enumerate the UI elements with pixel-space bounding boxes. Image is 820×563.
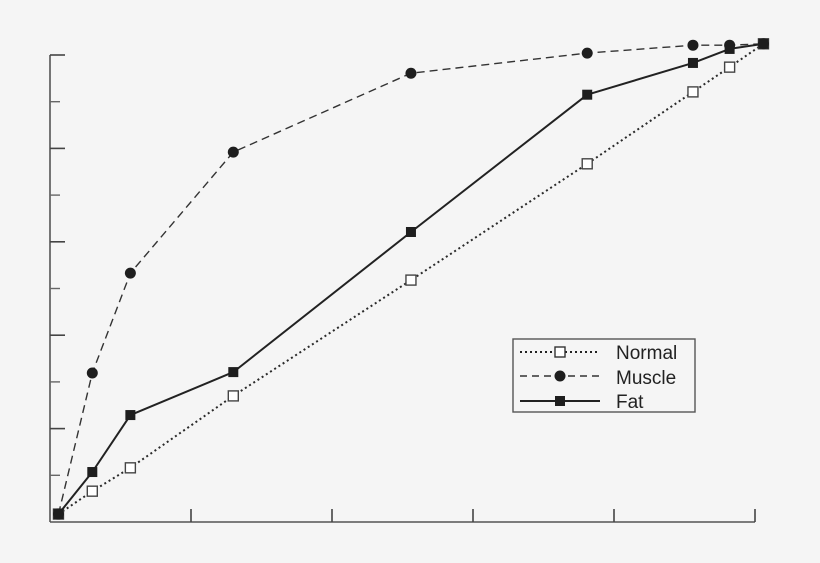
circle-marker-icon <box>86 367 98 379</box>
open-square-marker-icon <box>86 485 99 497</box>
filled-square-marker-icon <box>53 509 64 520</box>
open-square-marker-icon <box>687 86 699 98</box>
filled-square-marker-icon <box>87 467 98 478</box>
filled-square-marker-icon <box>125 410 136 421</box>
filled-square-marker-icon <box>582 89 593 100</box>
legend-muscle-marker-icon <box>554 370 566 382</box>
filled-square-marker-icon <box>758 38 769 49</box>
legend-fat-marker-icon <box>555 396 565 406</box>
legend-normal-label: Normal <box>616 343 677 364</box>
circle-marker-icon <box>227 146 239 158</box>
axes <box>49 54 756 523</box>
legend-box <box>512 338 696 413</box>
legend-muscle-label: Muscle <box>616 368 676 389</box>
open-square-marker-icon <box>723 61 736 73</box>
filled-square-marker-icon <box>687 57 698 68</box>
open-square-marker-icon <box>581 158 593 170</box>
open-square-marker-icon <box>124 462 137 474</box>
circle-marker-icon <box>124 267 136 279</box>
series-group <box>52 38 770 520</box>
open-square-marker-icon <box>227 390 240 402</box>
legend-item-normal: Normal <box>520 343 677 364</box>
legend: Normal Muscle Fat <box>512 338 696 413</box>
filled-square-marker-icon <box>405 226 416 237</box>
circle-marker-icon <box>405 67 417 79</box>
legend-fat-label: Fat <box>616 392 644 413</box>
filled-square-marker-icon <box>228 367 239 378</box>
legend-item-fat: Fat <box>520 392 644 413</box>
legend-normal-marker-icon <box>554 346 566 358</box>
legend-item-muscle: Muscle <box>520 368 676 389</box>
series-fat <box>53 38 769 520</box>
circle-marker-icon <box>581 47 593 59</box>
open-square-marker-icon <box>405 274 417 286</box>
series-normal <box>52 38 770 520</box>
normal-line <box>57 42 765 515</box>
filled-square-marker-icon <box>724 43 735 54</box>
circle-marker-icon <box>687 39 699 51</box>
